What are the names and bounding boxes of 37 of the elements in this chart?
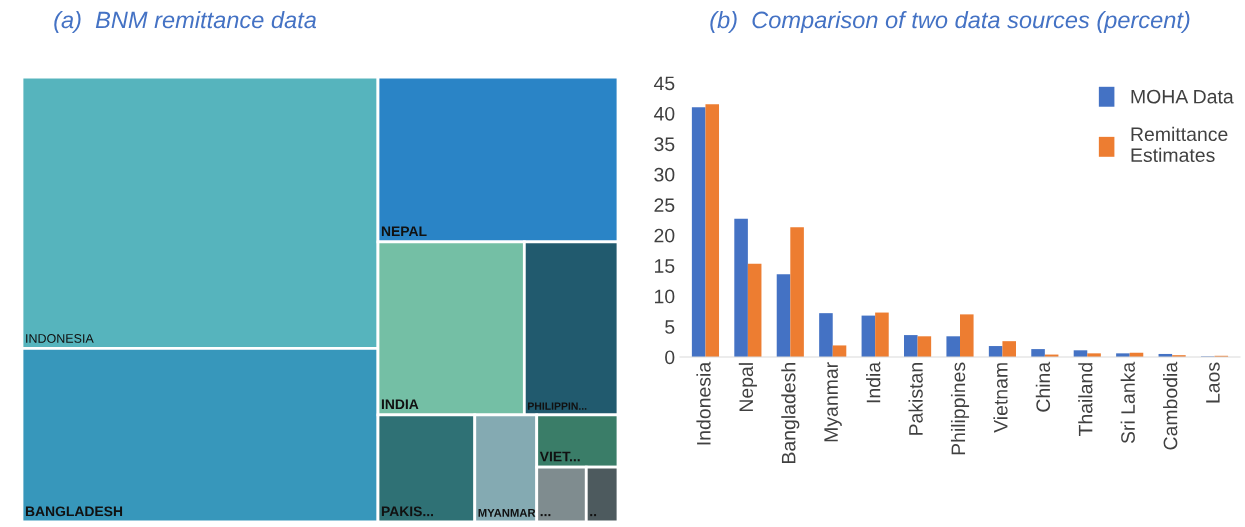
x-tick-label: Indonesia	[696, 361, 711, 445]
x-tick-label: Pakistan	[908, 363, 923, 435]
x-tick-label: China	[1035, 361, 1051, 412]
category-label: NEPAL	[381, 226, 427, 236]
category-label: ...	[540, 514, 551, 517]
category-label: PHILIPPIN...	[528, 402, 587, 410]
text: (a) BNM remittance data	[54, 11, 317, 33]
x-tick-label: Bangladesh	[781, 363, 800, 463]
y-tick-label: 0	[665, 350, 675, 365]
y-tick-label: 30	[654, 167, 675, 182]
y-tick-label: 20	[654, 228, 675, 243]
x-tick-label: Philippines	[950, 362, 970, 455]
legend-label: Remittance Estimates	[1131, 126, 1228, 163]
legend-label: MOHA Data	[1131, 89, 1234, 104]
category-label: MYANMAR	[478, 508, 536, 517]
x-tick-label: Vietnam	[993, 363, 1008, 433]
y-tick-label: 15	[655, 259, 675, 273]
y-tick-label: 45	[653, 76, 675, 91]
category-label: VIET...	[539, 451, 580, 462]
x-tick-label: India	[866, 361, 881, 403]
y-tick-label: 25	[654, 198, 675, 213]
x-tick-label: Myanmar	[824, 362, 842, 442]
category-label: PAKIS...	[381, 506, 434, 517]
y-tick-label: 40	[653, 106, 675, 121]
category-label: INDIA	[381, 399, 419, 409]
category-label: BANGLADESH	[25, 506, 123, 517]
x-tick-label: Laos	[1206, 362, 1220, 403]
x-tick-label: Cambodia	[1163, 361, 1178, 450]
category-label: INDONESIA	[26, 334, 94, 343]
y-tick-label: 10	[655, 289, 675, 304]
y-tick-label: 5	[665, 320, 675, 334]
x-tick-label: Thailand	[1078, 363, 1093, 437]
x-tick-label: Nepal	[738, 363, 757, 412]
chart-title: (b) Comparison of two data sources (percent)	[710, 11, 1190, 33]
y-tick-label: 35	[654, 137, 675, 152]
x-tick-label: Sri Lanka	[1120, 361, 1135, 444]
category-label: ..	[590, 514, 597, 517]
